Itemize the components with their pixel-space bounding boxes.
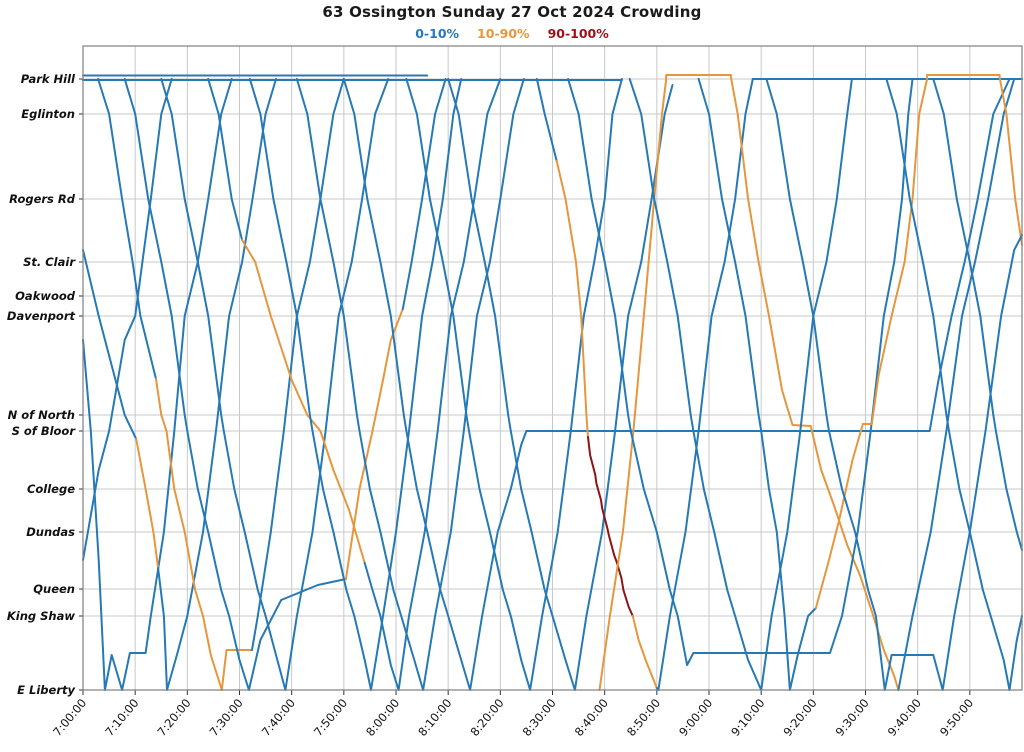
legend-item-mid: 10-90% [477, 26, 530, 41]
trip-line-T19-0 [932, 78, 1023, 551]
trip-line-T6-2 [363, 78, 502, 691]
trip-line-T2-0 [82, 249, 138, 440]
station-label: N of North [8, 408, 75, 422]
chart-title: 63 Ossington Sunday 27 Oct 2024 Crowding [322, 3, 702, 21]
trip-line-T18-0 [885, 78, 1023, 691]
time-label: 9:00:00 [676, 696, 715, 739]
legend-item-low: 0-10% [415, 26, 460, 41]
time-label: 9:20:00 [780, 696, 819, 739]
trip-line-T8-0 [295, 78, 525, 691]
time-label: 9:40:00 [885, 696, 924, 739]
time-label: 8:10:00 [415, 696, 454, 739]
station-label: S of Bloor [12, 424, 77, 438]
time-label: 7:50:00 [311, 696, 350, 739]
time-label: 7:20:00 [154, 696, 193, 739]
station-label: Eglinton [21, 107, 75, 121]
trip-line-T13-orange-roundtrip-1 [897, 78, 1016, 691]
trip-line-T14-0 [567, 78, 914, 666]
trip-line-T12-crowded-red-0 [535, 78, 558, 162]
plot-border [82, 45, 1023, 691]
station-label: St. Clair [23, 255, 76, 269]
trip-line-T4-2 [401, 78, 447, 310]
station-label: Queen [33, 582, 75, 596]
trip-line-T6-0 [207, 78, 244, 241]
trip-line-T10-0 [405, 78, 623, 691]
trip-line-T16-orange-north-1 [814, 74, 1023, 609]
trip-line-T3-2 [251, 78, 345, 651]
legend-item-high: 90-100% [547, 26, 609, 41]
time-label: 9:50:00 [937, 696, 976, 739]
trip-line-T1-0 [82, 78, 233, 691]
time-label: 8:50:00 [624, 696, 663, 739]
station-label: Davenport [7, 309, 76, 323]
trip-line-T2-2 [157, 78, 277, 691]
time-label: 8:40:00 [572, 696, 611, 739]
trip-line-T12-crowded-red-2 [587, 436, 634, 617]
station-label: Oakwood [15, 289, 76, 303]
trip-line-T12-crowded-red-1 [555, 160, 589, 438]
trip-line-T3-0 [97, 78, 157, 380]
trip-line-T16-orange-north-0 [697, 78, 817, 691]
crowding-legend: 0-10% 10-90% 90-100% [0, 26, 1024, 41]
time-label: 7:30:00 [207, 696, 246, 739]
trip-line-T3-1 [155, 378, 253, 691]
time-label: 8:00:00 [363, 696, 402, 739]
trip-line-T13-orange-roundtrip-0 [598, 74, 900, 691]
time-label: 9:30:00 [833, 696, 872, 739]
time-label: 7:00:00 [50, 696, 89, 739]
trip-line-T2-1 [135, 438, 160, 569]
trip-line-T17-0 [765, 78, 1023, 691]
trip-line-T15-0 [628, 78, 853, 691]
time-label: 8:20:00 [467, 696, 506, 739]
trip-line-T12-crowded-red-3 [631, 615, 658, 689]
time-label: 8:30:00 [520, 696, 559, 739]
station-label: College [27, 482, 75, 496]
time-label: 7:40:00 [259, 696, 298, 739]
station-label: E Liberty [17, 683, 75, 697]
time-label: 9:10:00 [728, 696, 767, 739]
trip-line-T5-0 [160, 78, 390, 691]
trip-line-T12-crowded-red-4 [655, 78, 754, 691]
trip-line-T4-0 [123, 78, 347, 691]
trip-line-T0-0 [82, 78, 173, 561]
trip-line-T6-1 [241, 239, 366, 564]
station-label: Dundas [26, 525, 75, 539]
trip-line-T11-0 [447, 78, 674, 691]
trip-line-T7-0 [248, 78, 463, 691]
time-label: 7:10:00 [102, 696, 141, 739]
station-label: King Shaw [7, 609, 76, 623]
station-label: Park Hill [21, 72, 76, 86]
station-label: Rogers Rd [9, 192, 76, 206]
